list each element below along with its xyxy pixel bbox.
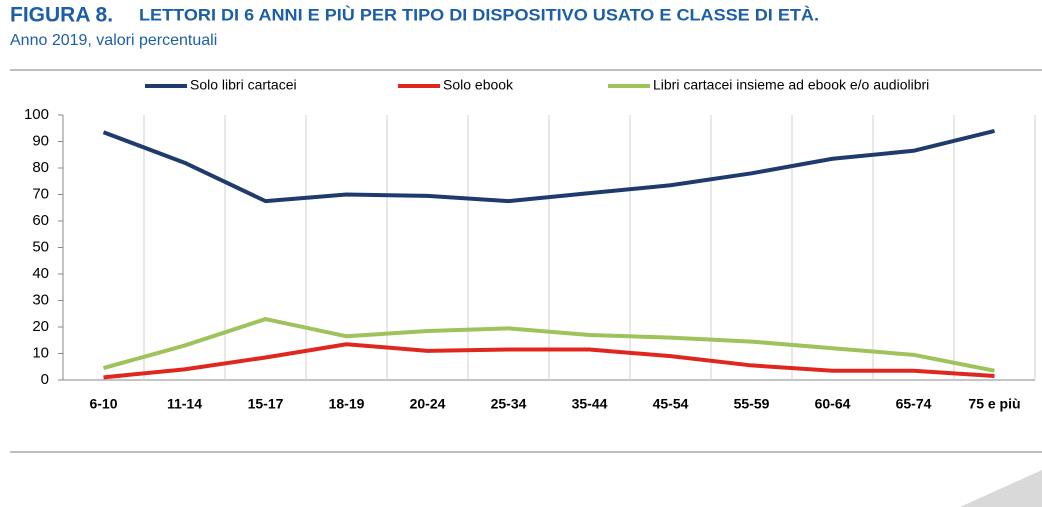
x-tick-label: 11-14 xyxy=(167,396,202,412)
y-tick-label: 20 xyxy=(32,318,49,335)
legend-label: Solo libri cartacei xyxy=(190,77,297,93)
chart-subtitle: Anno 2019, valori percentuali xyxy=(10,32,217,49)
x-tick-label: 65-74 xyxy=(896,396,932,412)
legend-label: Solo ebook xyxy=(443,77,514,93)
y-tick-label: 60 xyxy=(32,212,49,229)
y-tick-label: 80 xyxy=(32,159,49,176)
x-tick-label: 60-64 xyxy=(815,396,851,412)
x-tick-label: 45-54 xyxy=(653,396,689,412)
x-tick-label: 25-34 xyxy=(491,396,527,412)
x-tick-label: 6-10 xyxy=(89,396,117,412)
series-line xyxy=(102,128,995,204)
figure-label: FIGURA 8. xyxy=(10,4,113,27)
x-tick-label: 18-19 xyxy=(329,396,365,412)
y-tick-label: 30 xyxy=(32,291,49,308)
y-tick-label: 40 xyxy=(32,265,49,282)
x-tick-label: 35-44 xyxy=(572,396,608,412)
y-tick-label: 0 xyxy=(41,371,49,388)
y-tick-label: 100 xyxy=(24,106,49,123)
x-tick-label: 55-59 xyxy=(734,396,770,412)
x-tick-label: 20-24 xyxy=(410,396,446,412)
x-tick-label: 15-17 xyxy=(248,396,284,412)
y-tick-label: 50 xyxy=(32,238,49,255)
legend-label: Libri cartacei insieme ad ebook e/o audi… xyxy=(653,77,929,93)
series-line xyxy=(103,342,995,380)
corner-decoration xyxy=(960,470,1042,507)
chart-title: LETTORI DI 6 ANNI E PIÙ PER TIPO DI DISP… xyxy=(139,5,819,24)
y-tick-label: 90 xyxy=(32,132,49,149)
y-tick-label: 70 xyxy=(32,185,49,202)
series-line xyxy=(102,317,995,373)
x-tick-label: 75 e più xyxy=(968,396,1020,412)
y-tick-label: 10 xyxy=(32,344,49,361)
